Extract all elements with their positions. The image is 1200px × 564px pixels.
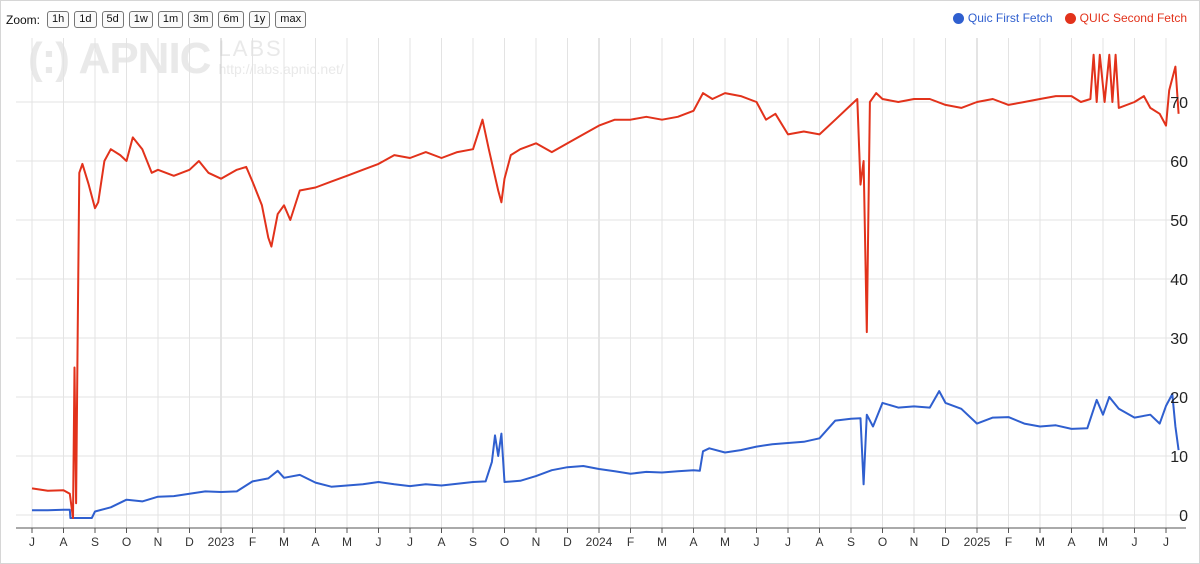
- y-tick-label: 30: [1170, 331, 1188, 348]
- x-tick-label: J: [1132, 535, 1138, 549]
- y-tick-label: 0: [1179, 508, 1188, 525]
- x-tick-label: M: [657, 535, 667, 549]
- x-tick-label: 2025: [964, 535, 991, 549]
- x-axis: J A S O N D 2023 F M A M J J A S O N D 2024 F M A M J J A S O N D 2025…: [16, 527, 1186, 549]
- x-tick-label: M: [1098, 535, 1108, 549]
- zoom-3m-button[interactable]: 3m: [188, 11, 214, 28]
- series-layer: [31, 53, 1180, 519]
- x-tick-label: A: [1067, 535, 1075, 549]
- zoom-1w-button[interactable]: 1w: [128, 11, 153, 28]
- x-tick-label: O: [122, 535, 131, 549]
- x-tick-label: M: [279, 535, 289, 549]
- y-tick-label: 50: [1170, 213, 1188, 230]
- legend-dot-first: [952, 12, 964, 24]
- x-tick-label: M: [720, 535, 730, 549]
- y-axis: 0 10 20 30 40 50 60 70: [1170, 95, 1188, 525]
- zoom-label: Zoom:: [6, 12, 41, 27]
- x-tick-label: M: [342, 535, 352, 549]
- legend: Quic First Fetch QUIC Second Fetch: [952, 11, 1187, 25]
- x-tick-label: O: [878, 535, 887, 549]
- zoom-1y-button[interactable]: 1y: [248, 11, 271, 28]
- y-tick-label: 40: [1170, 272, 1188, 289]
- legend-dot-second: [1064, 12, 1076, 24]
- x-tick-label: J: [1163, 535, 1169, 549]
- zoom-1m-button[interactable]: 1m: [157, 11, 184, 28]
- series-line-quic-second-fetch: [31, 53, 1180, 519]
- x-tick-label: F: [1005, 535, 1012, 549]
- x-tick-label: A: [689, 535, 697, 549]
- legend-label-first: Quic First Fetch: [967, 11, 1053, 25]
- series-line-quic-first-fetch: [32, 390, 1180, 519]
- x-tick-label: D: [941, 535, 950, 549]
- x-tick-label: J: [29, 535, 35, 549]
- y-tick-label: 10: [1170, 449, 1188, 466]
- x-tick-label: J: [376, 535, 382, 549]
- x-tick-label: S: [91, 535, 99, 549]
- x-tick-label: F: [627, 535, 634, 549]
- x-tick-label: 2024: [586, 535, 613, 549]
- zoom-1h-button[interactable]: 1h: [47, 11, 70, 28]
- legend-label-second: QUIC Second Fetch: [1079, 11, 1187, 25]
- x-tick-label: J: [754, 535, 760, 549]
- x-tick-label: D: [563, 535, 572, 549]
- zoom-1d-button[interactable]: 1d: [74, 11, 97, 28]
- x-tick-label: A: [815, 535, 823, 549]
- zoom-toolbar: Zoom: 1h 1d 5d 1w 1m 3m 6m 1y max: [6, 11, 307, 28]
- x-tick-label: O: [500, 535, 509, 549]
- legend-item-first-fetch[interactable]: Quic First Fetch: [952, 11, 1053, 25]
- y-tick-label: 70: [1170, 95, 1188, 112]
- x-tick-label: J: [407, 535, 413, 549]
- zoom-6m-button[interactable]: 6m: [218, 11, 244, 28]
- x-tick-label: D: [185, 535, 194, 549]
- x-tick-label: M: [1035, 535, 1045, 549]
- x-tick-label: A: [437, 535, 445, 549]
- x-tick-label: J: [785, 535, 791, 549]
- y-tick-label: 60: [1170, 154, 1188, 171]
- zoom-max-button[interactable]: max: [275, 11, 307, 28]
- x-tick-label: S: [469, 535, 477, 549]
- x-tick-label: N: [532, 535, 541, 549]
- x-tick-label: N: [910, 535, 919, 549]
- y-grid-lines: [16, 101, 1186, 516]
- x-tick-label: 2023: [208, 535, 235, 549]
- x-tick-label: A: [311, 535, 319, 549]
- y-tick-label: 20: [1170, 390, 1188, 407]
- x-tick-label: F: [249, 535, 256, 549]
- legend-item-second-fetch[interactable]: QUIC Second Fetch: [1064, 11, 1187, 25]
- x-tick-label: A: [59, 535, 67, 549]
- x-grid-lines: [31, 38, 1167, 528]
- zoom-5d-button[interactable]: 5d: [101, 11, 124, 28]
- x-tick-label: N: [154, 535, 163, 549]
- x-tick-label: S: [847, 535, 855, 549]
